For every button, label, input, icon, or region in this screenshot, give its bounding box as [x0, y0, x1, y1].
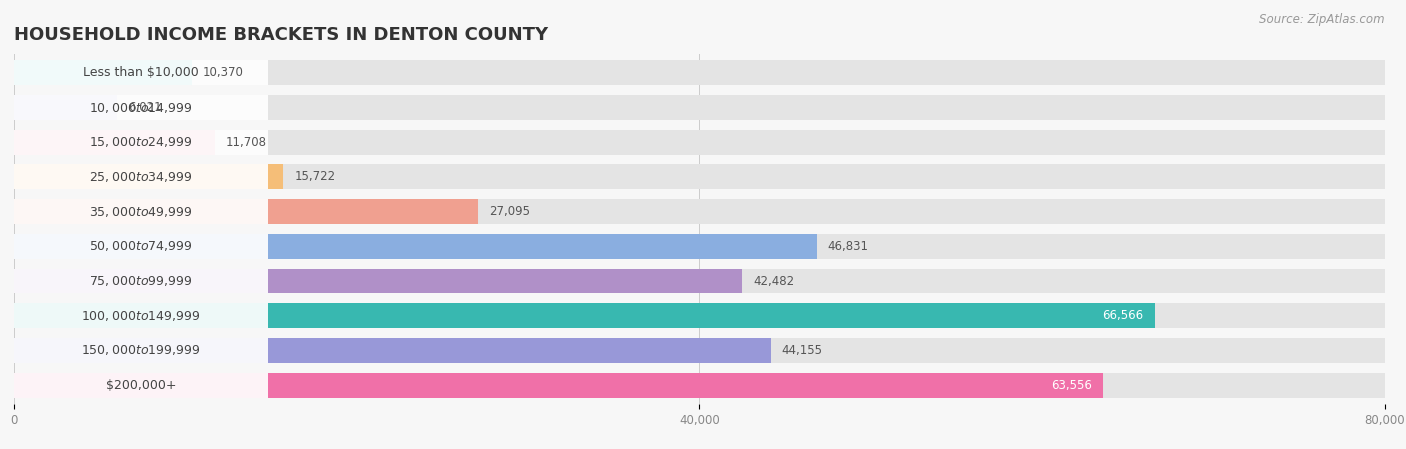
Bar [14, 95, 1385, 120]
Text: 44,155: 44,155 [782, 344, 823, 357]
Text: 15,722: 15,722 [294, 171, 336, 184]
Text: 27,095: 27,095 [489, 205, 530, 218]
Bar [14, 269, 742, 294]
Bar [14, 234, 267, 259]
Text: $10,000 to $14,999: $10,000 to $14,999 [89, 101, 193, 114]
Bar [14, 234, 1385, 259]
Text: Source: ZipAtlas.com: Source: ZipAtlas.com [1260, 13, 1385, 26]
Text: 42,482: 42,482 [754, 274, 794, 287]
Bar [14, 373, 267, 397]
Bar [14, 269, 1385, 294]
Text: $150,000 to $199,999: $150,000 to $199,999 [82, 343, 201, 357]
Bar [14, 199, 1385, 224]
Text: $75,000 to $99,999: $75,000 to $99,999 [89, 274, 193, 288]
Text: $25,000 to $34,999: $25,000 to $34,999 [89, 170, 193, 184]
Bar [14, 338, 1385, 363]
Text: 66,566: 66,566 [1102, 309, 1143, 322]
Text: 11,708: 11,708 [225, 136, 267, 149]
Text: 10,370: 10,370 [202, 66, 243, 79]
Bar [14, 338, 267, 363]
Bar [14, 338, 770, 363]
Text: $35,000 to $49,999: $35,000 to $49,999 [89, 205, 193, 219]
Bar [14, 303, 267, 328]
Text: HOUSEHOLD INCOME BRACKETS IN DENTON COUNTY: HOUSEHOLD INCOME BRACKETS IN DENTON COUN… [14, 26, 548, 44]
Bar [14, 373, 1104, 397]
Bar [14, 164, 284, 189]
Bar [14, 303, 1154, 328]
Bar [14, 269, 267, 294]
Text: 6,021: 6,021 [128, 101, 162, 114]
Bar [14, 164, 267, 189]
Bar [14, 61, 267, 85]
Text: $50,000 to $74,999: $50,000 to $74,999 [89, 239, 193, 253]
Text: Less than $10,000: Less than $10,000 [83, 66, 198, 79]
Text: $200,000+: $200,000+ [105, 379, 176, 392]
Bar [14, 95, 117, 120]
Bar [14, 130, 267, 155]
Bar [14, 199, 478, 224]
Bar [14, 95, 267, 120]
Text: $100,000 to $149,999: $100,000 to $149,999 [82, 308, 201, 323]
Bar [14, 164, 1385, 189]
Text: $15,000 to $24,999: $15,000 to $24,999 [89, 135, 193, 150]
Bar [14, 373, 1385, 397]
Text: 46,831: 46,831 [828, 240, 869, 253]
Text: 63,556: 63,556 [1052, 379, 1092, 392]
Bar [14, 234, 817, 259]
Bar [14, 199, 267, 224]
Bar [14, 130, 215, 155]
Bar [14, 303, 1385, 328]
Bar [14, 130, 1385, 155]
Bar [14, 61, 1385, 85]
Bar [14, 61, 191, 85]
